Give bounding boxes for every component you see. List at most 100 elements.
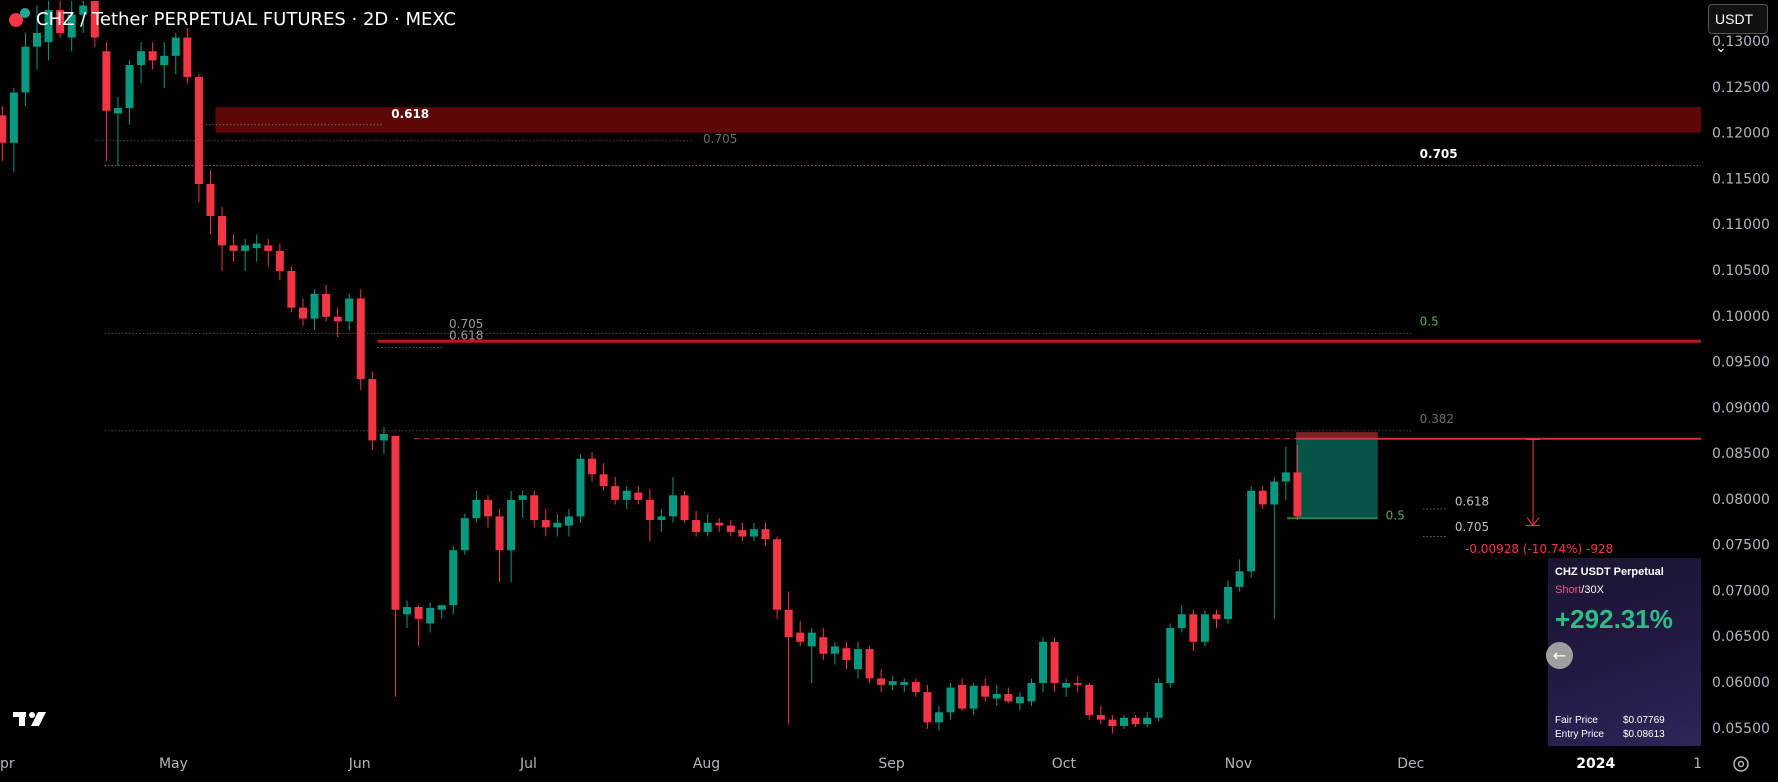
candle-body [934,712,943,723]
candle-body [1108,719,1117,727]
currency-select[interactable]: USDT ⌄ [1708,4,1768,55]
card-symbol: CHZ USDT Perpetual [1555,566,1664,578]
candle-body [819,637,828,654]
candle-body [507,499,516,551]
measure-label: -0.00928 (-10.74%) -928 [1465,542,1613,556]
level-label: 0.618 [449,329,483,343]
candle-body [703,522,712,532]
level-label: 0.618 [391,107,429,121]
x-tick-label: Dec [1397,756,1424,772]
candle-body [668,495,677,517]
candle-body [692,520,701,532]
y-tick-label: 0.12500 [1712,80,1770,96]
candle-body [1015,696,1024,704]
level-label: 0.618 [1455,495,1489,509]
candle-body [1189,614,1198,642]
candle-body [90,0,99,38]
card-row: Fair Price $0.07769 [1555,715,1694,726]
candle-body [969,685,978,709]
candle-body [449,550,458,606]
candle-body [1281,472,1290,482]
candle-body [298,307,307,319]
row-label: Fair Price [1555,715,1598,726]
candle-body [183,37,192,77]
candle-body [530,495,539,521]
candle-body [784,609,793,638]
candle-body [241,245,250,251]
y-tick-label: 0.12000 [1712,126,1770,142]
candle-body [21,46,30,93]
logo-part [29,712,35,718]
candle-body [588,458,597,475]
candle-body [137,51,146,66]
row-label: Entry Price [1555,729,1604,740]
x-tick-label: Jul [519,756,537,772]
candle-body [67,14,76,38]
candle-body [287,271,296,308]
back-button[interactable]: ← [1546,642,1573,669]
candle-body [992,693,1001,699]
candle-body [576,458,585,517]
candle-body [194,76,203,185]
candle-body [911,682,920,693]
level-label: 0.705 [1420,147,1458,161]
candle-body [599,474,608,487]
candle-body [44,10,53,43]
y-tick-label: 0.10500 [1712,263,1770,279]
candle-body [541,520,550,528]
candle-body [564,516,573,526]
candle-body [946,687,955,713]
candle-body [403,607,412,615]
candle-body [842,648,851,661]
candle-body [773,539,782,610]
candle-body [9,92,18,143]
candle-body [1293,472,1302,517]
y-tick-label: 0.05500 [1712,721,1770,737]
candle-body [749,529,758,537]
candle-body [1212,614,1221,619]
candle-body [56,10,65,33]
candle-body [379,433,388,441]
candle-body [807,632,816,647]
candle-body [171,37,180,56]
candle-body [414,607,423,619]
candle-body [1119,717,1128,727]
logo-part [19,712,25,726]
candle-body [518,495,527,500]
candle-body [1096,715,1105,720]
y-tick-label: 0.09500 [1712,355,1770,371]
candle-body [252,243,261,249]
candle-body [1131,717,1140,725]
candle-body [356,298,365,380]
candle-body [761,529,770,540]
candle-body [1027,682,1036,702]
card-rows: Fair Price $0.07769 Entry Price $0.08613 [1555,712,1694,740]
chart-title: CHZ / Tether PERPETUAL FUTURES · 2D · ME… [36,9,456,30]
candle-body [854,649,863,670]
candle-body [1247,490,1256,572]
candle-body [680,495,689,521]
level-label: 0.5 [1420,315,1439,329]
x-tick-label: Oct [1052,756,1077,772]
y-tick-label: 0.09000 [1712,400,1770,416]
x-tick-label: pr [0,756,15,772]
candle-body [333,316,342,322]
card-row: Entry Price $0.08613 [1555,729,1694,740]
x-tick-label: Sep [878,756,905,772]
candle-body [113,108,122,114]
candle-body [1004,693,1013,702]
candle-body [275,250,284,272]
y-tick-label: 0.11500 [1712,171,1770,187]
candle-body [1073,682,1082,685]
card-side: Short/30X [1555,584,1694,596]
candle-body [1200,614,1209,642]
y-tick-label: 0.07500 [1712,538,1770,554]
candle-body [900,682,909,685]
candle-body [495,516,504,551]
candle-body [310,293,319,319]
candle-body [1224,586,1233,619]
candle-body [33,32,42,47]
candle-body [345,298,354,322]
candle-body [483,499,492,517]
candle-body [1154,682,1163,718]
